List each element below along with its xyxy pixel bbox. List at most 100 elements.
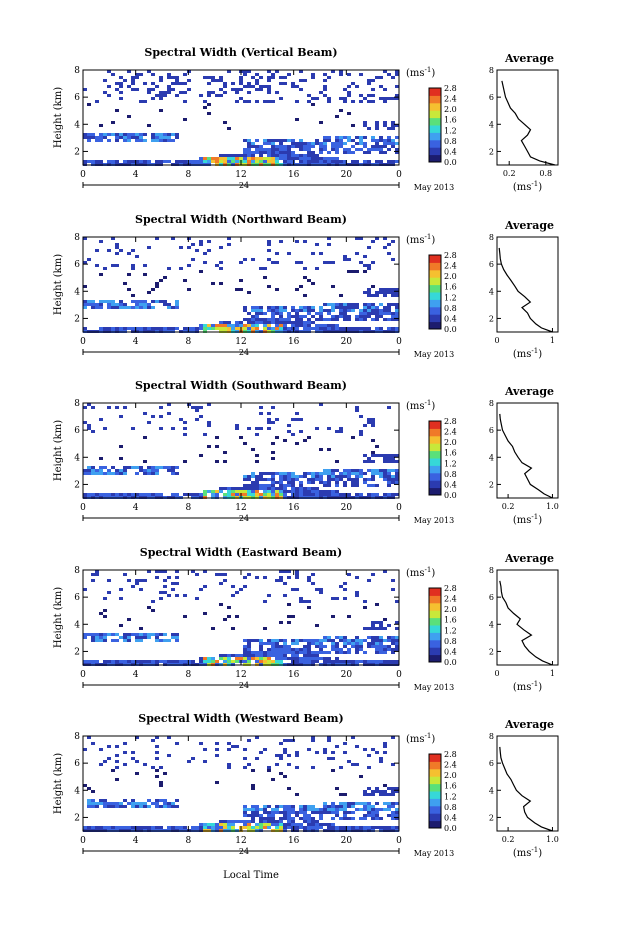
- colorbar: 0.0 0.40.8 1.21.6 2.02.4 2.8 (ms-1): [406, 233, 457, 334]
- colorbar-swatch: [429, 776, 441, 785]
- profile-unit: (ms-1): [513, 846, 542, 859]
- y-tick-label: 8: [74, 66, 80, 76]
- profile-y-tick-label: 2: [489, 147, 494, 156]
- colorbar-swatch: [429, 487, 441, 496]
- colorbar-tick-label: 2.0: [444, 105, 457, 114]
- colorbar-frame: [428, 87, 442, 163]
- colorbar-swatch: [429, 617, 441, 626]
- colorbar-tick-label: 0.0: [444, 325, 457, 334]
- colorbar-swatch: [429, 783, 441, 792]
- colorbar-swatch: [429, 139, 441, 148]
- colorbar-frame: [428, 420, 442, 496]
- profile-title: Average: [504, 718, 554, 731]
- colorbar-swatch: [429, 602, 441, 611]
- profile-y-tick-label: 6: [489, 260, 494, 269]
- average-profile: Average 2 4 6 8 0.2 0.8 (ms-1): [489, 52, 559, 193]
- x-tick-label: 0: [80, 836, 86, 846]
- colorbar-swatch: [429, 472, 441, 481]
- colorbar-tick-label: 2.4: [444, 428, 457, 437]
- colorbar-tick-label: 0.4: [444, 147, 457, 156]
- colorbar-unit-exp: -1: [425, 233, 432, 241]
- profile-x-tick-label: 0.8: [539, 169, 552, 178]
- profile-unit: (ms-1): [513, 180, 542, 193]
- profile-unit: (ms-1): [513, 347, 542, 360]
- colorbar-swatch: [429, 102, 441, 111]
- x-tick-label: 0: [80, 670, 86, 680]
- colorbar-unit-close: ): [431, 68, 435, 79]
- profile-x-tick-label: 1.0: [546, 835, 559, 844]
- colorbar-tick-label: 0.4: [444, 647, 457, 656]
- panel-title: Spectral Width (Northward Beam): [135, 213, 347, 226]
- profile-x-tick-label: 0: [494, 669, 499, 678]
- profile-frame: [496, 569, 559, 666]
- colorbar-tick-label: 0.0: [444, 658, 457, 667]
- profile-unit-close: ): [538, 682, 542, 693]
- x-tick-label: 0: [80, 170, 86, 180]
- panel-4: Spectral Width (Westward Beam)2468Height…: [53, 712, 559, 859]
- x-tick-label: 20: [341, 670, 353, 680]
- day-marker: 24: [239, 181, 249, 190]
- colorbar-unit: (ms-1): [406, 66, 435, 79]
- colorbar-tick-label: 1.2: [444, 626, 457, 635]
- y-tick-label: 4: [74, 453, 80, 463]
- colorbar-tick-label: 1.6: [444, 782, 457, 791]
- profile-y-tick-label: 8: [489, 233, 494, 242]
- colorbar-tick-label: 1.6: [444, 449, 457, 458]
- panel-title: Spectral Width (Eastward Beam): [140, 546, 342, 559]
- panel-2: Spectral Width (Southward Beam)2468Heigh…: [53, 379, 559, 526]
- colorbar-swatch: [429, 110, 441, 119]
- y-axis-label: Height (km): [53, 254, 64, 315]
- profile-unit-exp: -1: [531, 180, 538, 188]
- y-tick-label: 4: [74, 786, 80, 796]
- y-tick-label: 2: [74, 647, 80, 657]
- colorbar-swatch: [429, 132, 441, 141]
- colorbar-tick-label: 1.6: [444, 616, 457, 625]
- colorbar-tick-label: 0.4: [444, 480, 457, 489]
- profile-y-tick-label: 8: [489, 732, 494, 741]
- colorbar-unit-base: (ms: [406, 235, 425, 246]
- x-tick-label: 0: [396, 836, 402, 846]
- colorbar-swatch: [429, 458, 441, 466]
- date-label: May 2013: [414, 516, 454, 525]
- colorbar-unit-base: (ms: [406, 734, 425, 745]
- profile-title: Average: [504, 52, 554, 65]
- day-marker: 24: [239, 847, 249, 856]
- x-tick-label: 0: [80, 503, 86, 513]
- y-tick-label: 6: [74, 426, 80, 436]
- panel-title: Spectral Width (Westward Beam): [138, 712, 343, 725]
- profile-y-tick-label: 4: [489, 786, 494, 795]
- colorbar-swatch: [429, 255, 441, 263]
- colorbar-swatch: [429, 321, 441, 330]
- panel-1: Spectral Width (Northward Beam)2468Heigh…: [53, 213, 559, 360]
- colorbar-tick-label: 2.8: [444, 584, 457, 593]
- x-tick-label: 16: [288, 836, 300, 846]
- colorbar-unit: (ms-1): [406, 233, 435, 246]
- colorbar-swatch: [429, 632, 441, 641]
- profile-frame: [496, 236, 559, 333]
- date-label: May 2013: [414, 849, 454, 858]
- colorbar-tick-label: 2.0: [444, 438, 457, 447]
- profile-unit: (ms-1): [513, 680, 542, 693]
- profile-y-tick-label: 4: [489, 620, 494, 629]
- x-tick-label: 8: [185, 670, 191, 680]
- x-tick-label: 8: [185, 836, 191, 846]
- colorbar-unit-close: ): [431, 235, 435, 246]
- colorbar: 0.0 0.40.8 1.21.6 2.02.4 2.8 (ms-1): [406, 66, 457, 167]
- colorbar-tick-label: 0.0: [444, 158, 457, 167]
- colorbar-swatch: [429, 435, 441, 444]
- profile-unit-close: ): [538, 349, 542, 360]
- profile-unit-base: (ms: [513, 182, 532, 193]
- x-tick-label: 4: [133, 337, 139, 347]
- profile-y-tick-label: 4: [489, 287, 494, 296]
- profile-unit-close: ): [538, 848, 542, 859]
- x-tick-label: 0: [396, 170, 402, 180]
- profile-x-tick-label: 0.2: [503, 169, 516, 178]
- colorbar-tick-label: 2.4: [444, 595, 457, 604]
- colorbar-tick-label: 2.8: [444, 417, 457, 426]
- colorbar-tick-label: 1.6: [444, 116, 457, 125]
- heatmap-cells: [83, 570, 399, 666]
- colorbar-swatch: [429, 798, 441, 807]
- colorbar-swatch: [429, 125, 441, 133]
- colorbar-tick-label: 1.2: [444, 792, 457, 801]
- colorbar-tick-label: 2.4: [444, 761, 457, 770]
